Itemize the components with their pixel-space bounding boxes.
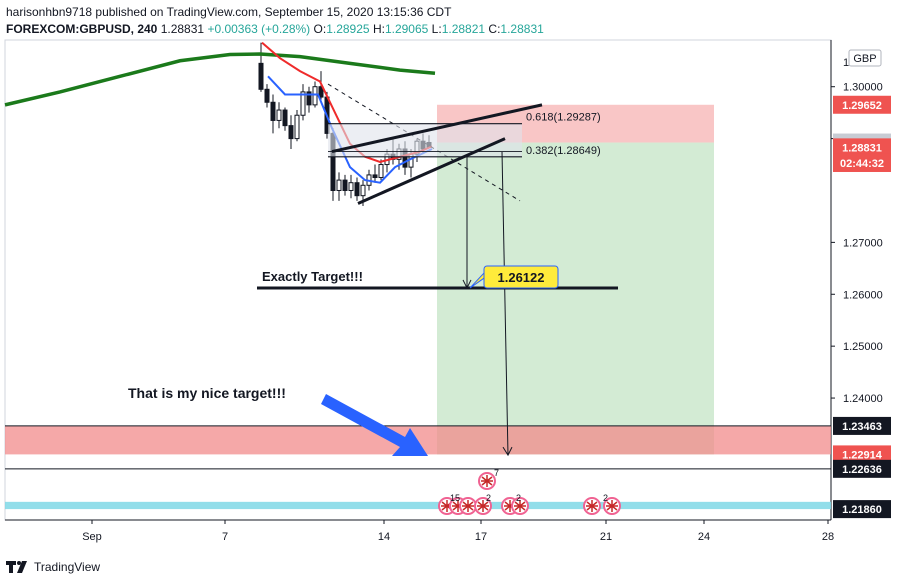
lower-zone <box>5 501 831 510</box>
footer-brand[interactable]: TradingView <box>6 560 100 574</box>
event-flag-icon-cross <box>441 500 453 512</box>
ema-fast-line <box>267 75 433 184</box>
event-count: 15 <box>450 493 460 503</box>
event-flag-icon-cross <box>477 500 489 512</box>
candle-body <box>372 174 378 179</box>
currency-badge-box[interactable] <box>848 49 882 67</box>
candle-body <box>348 182 354 191</box>
price-tag-box <box>833 95 891 114</box>
symbol-name: FOREXCOM:GBPUSD, 240 <box>6 22 158 36</box>
x-tick-label: 21 <box>600 531 612 543</box>
candle-body <box>258 62 264 90</box>
event-count: 7 <box>494 468 499 478</box>
price-tag-box <box>833 459 891 478</box>
price-tag-box <box>833 138 891 157</box>
x-tick-label: 24 <box>698 531 710 543</box>
blue-arrow-icon <box>321 394 428 456</box>
x-tick-label: 28 <box>822 531 834 543</box>
event-flag-icon-cross <box>586 500 598 512</box>
drawings-layer: 0.618(1.29287) 0.382(1.28649) Exactly Targ… <box>128 83 618 457</box>
last-price: 1.28831 <box>160 22 205 36</box>
x-tick-label: 14 <box>378 531 390 543</box>
wedge-lower-line <box>357 137 506 205</box>
event-flag-icon-cross <box>452 500 464 512</box>
price-change: +0.00363 (+0.28%) <box>207 22 311 36</box>
candle-body <box>306 91 312 106</box>
candle-body <box>312 86 318 106</box>
target-callout-value: 1.26122 <box>498 270 545 285</box>
low-label: L: <box>431 22 442 36</box>
price-tag-label: 1.22914 <box>842 449 883 461</box>
tradingview-logo-icon <box>6 561 27 573</box>
nice-target-label: That is my nice target!!! <box>128 385 286 401</box>
price-tag-box <box>833 445 891 464</box>
event-flag-icon-cross <box>481 475 493 487</box>
projection-arrow-2 <box>501 151 509 456</box>
x-tick-label: Sep <box>82 531 102 543</box>
x-tick-label: 7 <box>222 531 228 543</box>
target-callout-box <box>483 265 559 289</box>
candle-body <box>300 91 306 116</box>
close-value: 1.28831 <box>500 22 544 36</box>
event-flag-icon-cross <box>514 500 526 512</box>
candle-body <box>318 86 324 98</box>
open-label: O: <box>313 22 327 36</box>
symbol-line: FOREXCOM:GBPUSD, 240 1.28831 +0.00363 (+… <box>6 22 544 36</box>
candle-body <box>360 184 366 197</box>
price-tag-label: 1.29652 <box>842 100 882 112</box>
close-label: C: <box>488 22 501 36</box>
candle-body <box>264 88 270 103</box>
price-tag-label: 1.22636 <box>842 464 882 476</box>
publish-line: harisonhbn9718 published on TradingView.… <box>6 5 452 19</box>
event-flag-icon-cross <box>606 500 618 512</box>
y-tick-label: 1.25000 <box>843 341 883 353</box>
y-tick-label: 1.24000 <box>843 393 883 405</box>
candle-body <box>378 164 384 179</box>
event-count: 2 <box>516 493 521 503</box>
price-tag-label: 1.28831 <box>842 142 882 154</box>
sma-long-line <box>4 52 436 107</box>
low-value: 1.28821 <box>441 22 486 36</box>
event-count: 2 <box>603 493 608 503</box>
fib-level-label: 0.382(1.28649) <box>526 145 601 157</box>
candle-body <box>336 179 342 191</box>
candle-body <box>294 114 300 140</box>
y-tick-label: 1.26000 <box>843 289 883 301</box>
candle-body <box>276 109 282 121</box>
candle-body <box>342 179 348 191</box>
price-tag-box <box>833 153 891 172</box>
event-count: 2 <box>486 493 491 503</box>
price-tag-label: 02:44:32 <box>840 158 884 170</box>
event-flag-icon-cross <box>462 500 474 512</box>
candle-body <box>282 109 288 127</box>
target-line-label: Exactly Target!!! <box>262 269 363 284</box>
currency-badge: GBP <box>853 53 876 65</box>
fib-level-label: 0.618(1.29287) <box>526 112 601 124</box>
indicators-layer <box>4 41 436 184</box>
candle-body <box>270 101 276 121</box>
candle-body <box>354 182 360 197</box>
candle-body <box>288 125 294 140</box>
price-tag-box <box>833 500 891 519</box>
wedge-upper-line <box>331 103 543 154</box>
high-label: H: <box>372 22 385 36</box>
footer-brand-label: TradingView <box>34 560 101 574</box>
y-tick-label: 1.27000 <box>843 237 883 249</box>
event-flag-icon-cross <box>504 500 516 512</box>
open-value: 1.28925 <box>326 22 370 36</box>
take-profit-zone <box>437 142 714 455</box>
y-tick-label: 1.30000 <box>843 82 883 94</box>
events-layer: 7 15 2 2 2 <box>438 468 621 515</box>
projection-arrow-2-head <box>502 446 513 457</box>
price-tag-box <box>833 416 891 435</box>
price-tag-label: 1.23463 <box>842 421 882 433</box>
high-value: 1.29065 <box>384 22 429 36</box>
price-tag-label: 1.21860 <box>842 504 882 516</box>
x-tick-label: 17 <box>475 531 487 543</box>
